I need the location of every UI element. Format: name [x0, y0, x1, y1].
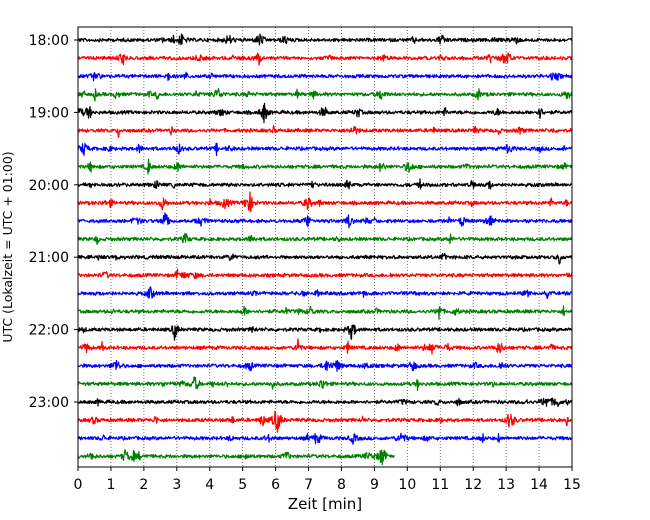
y-tick-label: 22:00	[29, 323, 69, 339]
x-tick-label: 5	[238, 477, 247, 493]
y-ticks: 18:00 19:00 20:00 21:00 22:00 23:00	[29, 33, 78, 411]
y-tick-label: 21:00	[29, 250, 69, 266]
x-axis-label: Zeit [min]	[288, 495, 362, 513]
x-ticks: 0 1 2 3 4 5 6 7 8 9 10 11 12 13 14 15	[74, 467, 581, 493]
seismic-trace	[77, 178, 573, 190]
plot-frame	[77, 26, 573, 468]
y-tick-label: 20:00	[29, 178, 69, 194]
seismic-trace	[77, 449, 395, 466]
seismic-trace	[77, 410, 573, 433]
y-tick-label: 23:00	[29, 395, 69, 411]
x-tick-label: 13	[497, 477, 515, 493]
x-tick-label: 6	[271, 477, 280, 493]
seismic-trace	[77, 359, 573, 372]
x-tick-label: 1	[106, 477, 115, 493]
x-tick-label: 3	[172, 477, 181, 493]
x-tick-label: 0	[74, 477, 83, 493]
x-tick-label: 11	[431, 477, 449, 493]
seismic-trace	[77, 324, 573, 341]
x-tick-label: 8	[337, 477, 346, 493]
seismic-trace	[77, 142, 573, 157]
seismic-trace	[77, 376, 573, 392]
y-axis-label: UTC (Lokalzeit = UTC + 01:00)	[0, 151, 15, 342]
seismic-trace	[77, 305, 573, 320]
x-tick-label: 14	[530, 477, 548, 493]
seismic-trace	[77, 286, 573, 299]
seismic-trace	[77, 33, 573, 46]
seismic-trace	[77, 87, 573, 102]
seismic-trace	[77, 397, 573, 408]
x-tick-label: 10	[398, 477, 416, 493]
seismic-trace	[77, 158, 573, 175]
trace-layer	[77, 33, 573, 466]
seismic-trace	[77, 191, 573, 212]
seismic-trace	[77, 102, 573, 124]
vertical-grid	[110, 27, 540, 467]
seismic-trace	[77, 432, 573, 445]
x-tick-label: 4	[205, 477, 214, 493]
y-tick-label: 18:00	[29, 33, 69, 49]
y-tick-label: 19:00	[29, 105, 69, 121]
seismic-trace	[77, 252, 573, 265]
seismic-trace	[77, 232, 573, 246]
x-tick-label: 12	[464, 477, 482, 493]
seismic-trace	[77, 71, 573, 82]
x-tick-label: 15	[563, 477, 581, 493]
seismic-trace	[77, 338, 573, 355]
seismic-trace	[77, 268, 573, 279]
seismic-trace	[77, 125, 573, 139]
seismic-trace	[77, 52, 573, 66]
x-tick-label: 2	[139, 477, 148, 493]
x-tick-label: 9	[370, 477, 379, 493]
x-tick-label: 7	[304, 477, 313, 493]
seismic-trace	[77, 212, 573, 229]
